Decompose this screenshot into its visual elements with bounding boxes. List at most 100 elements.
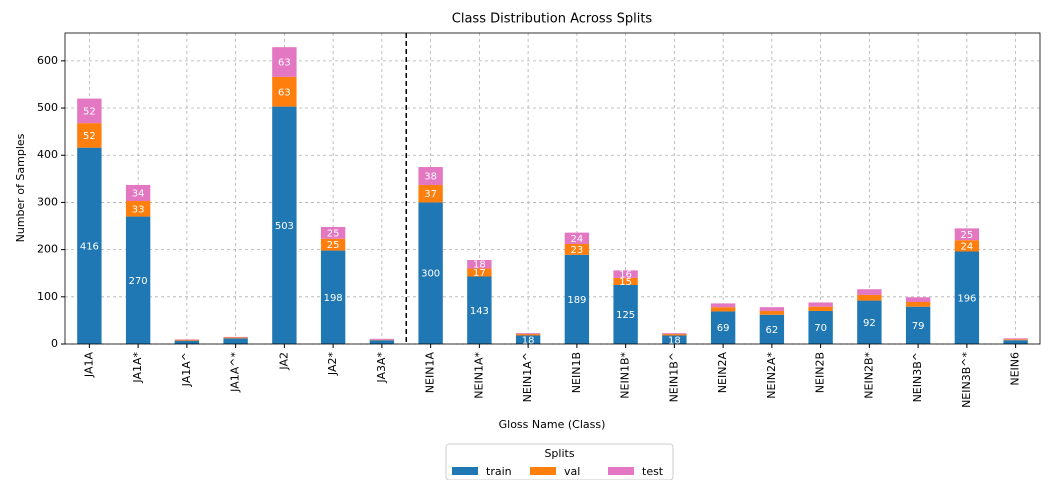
bar-segment [223,338,248,344]
bar-segment [564,254,590,344]
x-tick-label: JA1A [82,352,95,379]
value-label: 52 [83,131,96,142]
bar-segment [759,307,785,311]
bar-segment [467,268,492,277]
x-tick-label: NEIN1B [570,352,583,393]
value-label: 18 [522,335,535,346]
value-label: 198 [324,293,343,304]
bar-segment [125,201,151,217]
value-label: 16 [619,270,632,281]
y-tick-label: 500 [37,101,58,114]
value-label: 503 [275,221,294,232]
value-label: 25 [961,230,974,241]
value-label: 270 [129,276,148,287]
bar-segment [77,147,102,344]
y-tick-label: 400 [37,148,58,161]
value-label: 300 [421,269,440,280]
bar-segment [710,307,736,312]
legend-label: test [642,465,664,478]
bar-segment [613,277,638,286]
bar-segment [662,334,687,336]
value-label: 18 [668,335,681,346]
x-tick-label: JA1A* [131,352,144,384]
bar-segment [759,314,785,344]
legend-swatch [530,467,556,475]
bar-segment [223,337,248,339]
x-tick-label: NEIN1B^ [667,352,680,402]
value-label: 18 [473,260,486,271]
x-tick-label: NEIN2B [814,352,827,393]
bar-segment [174,340,200,344]
bar-segment [1003,338,1028,340]
bar-segment [857,294,882,301]
value-label: 143 [470,306,489,317]
bar-segment [954,228,980,241]
bar-segment [515,335,541,344]
bar-segment [905,301,931,307]
bar-segment [564,232,590,244]
value-label: 17 [473,268,486,279]
bar-segment [613,285,638,344]
bar-segment [77,123,102,148]
bar-segment [954,240,980,252]
bar-segment [125,184,151,202]
value-label: 416 [80,241,99,252]
bar-segment [857,300,882,344]
bar-segment [857,289,882,295]
y-tick-label: 600 [37,54,58,67]
bar-segment [174,339,200,341]
value-label: 189 [567,295,586,306]
bar-segment [662,333,687,335]
legend-label: val [564,465,580,478]
bar-segment [662,335,687,344]
x-tick-label: NEIN1B* [619,352,632,399]
x-tick-label: NEIN1A^ [521,352,534,402]
value-label: 25 [327,228,340,239]
bar-segment [759,310,785,315]
bar-segment [418,202,443,344]
value-label: 34 [132,188,145,199]
value-label: 38 [424,171,437,182]
x-tick-label: NEIN2A [716,352,729,394]
value-label: 24 [961,241,974,252]
value-label: 70 [814,323,827,334]
bar-segment [418,167,443,185]
value-label: 125 [616,310,635,321]
legend-label: train [486,465,512,478]
x-tick-label: JA2 [277,352,290,371]
x-tick-label: NEIN2B* [862,352,875,399]
y-tick-label: 200 [37,243,58,256]
bar-segment [467,276,492,344]
bar-segment [808,310,833,344]
value-label: 63 [278,87,291,98]
bar-segment [272,76,297,107]
bar-segment [905,297,931,302]
bar-segment [954,251,980,344]
bar-segment [467,259,492,269]
legend-swatch [452,467,478,475]
x-tick-label: JA2* [326,352,339,377]
bar-segment [515,333,541,335]
value-label: 69 [717,323,730,334]
bar-segment [564,243,590,255]
legend: Splits train val test [445,443,674,480]
value-label: 92 [863,318,876,329]
x-tick-label: JA3A* [375,352,388,384]
bar-segment [125,216,151,344]
bar-segment [369,340,395,344]
x-tick-label: NEIN6 [1009,352,1022,386]
value-label: 23 [571,245,584,256]
bar-segment [320,226,346,239]
value-label: 24 [571,234,584,245]
legend-title: Splits [544,447,574,460]
bar-segment [272,106,297,344]
plot-frame [64,32,1041,345]
value-label: 52 [83,106,96,117]
bar-segment [710,303,736,308]
y-axis-label: Number of Samples [14,133,27,242]
chart-title: Class Distribution Across Splits [452,12,653,27]
value-label: 62 [766,325,779,336]
bar-segment [1003,340,1028,344]
x-axis-label: Gloss Name (Class) [499,418,606,431]
